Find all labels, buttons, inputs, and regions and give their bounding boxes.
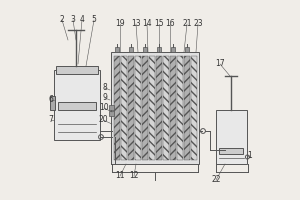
Bar	[216, 110, 247, 164]
Bar	[177, 56, 183, 160]
Bar	[121, 56, 127, 160]
Bar	[54, 70, 100, 140]
Bar	[128, 56, 134, 160]
Text: 10: 10	[99, 104, 109, 112]
Bar	[219, 148, 243, 154]
Text: 3: 3	[70, 16, 75, 24]
Bar	[185, 47, 189, 52]
Text: 9: 9	[103, 94, 107, 102]
Bar	[149, 56, 155, 160]
Bar	[191, 56, 197, 160]
Text: 21: 21	[182, 20, 192, 28]
Bar	[109, 111, 114, 116]
Text: 7: 7	[49, 116, 53, 124]
Bar	[109, 105, 114, 110]
Bar	[156, 56, 162, 160]
Bar	[129, 47, 133, 52]
Text: 19: 19	[115, 20, 125, 28]
Bar	[142, 56, 148, 160]
Text: 22: 22	[211, 176, 221, 184]
Bar	[184, 56, 190, 160]
Bar	[50, 96, 55, 110]
Bar	[58, 102, 96, 110]
Bar	[157, 47, 160, 52]
Text: 2: 2	[60, 16, 64, 24]
Bar	[114, 56, 120, 160]
Text: 4: 4	[80, 16, 84, 24]
Text: 8: 8	[103, 83, 107, 92]
Text: 23: 23	[193, 20, 203, 28]
Text: 17: 17	[215, 60, 225, 68]
Bar	[111, 52, 199, 164]
Text: 14: 14	[142, 20, 152, 28]
Text: 15: 15	[154, 20, 164, 28]
Text: 16: 16	[165, 20, 175, 28]
Bar	[135, 56, 141, 160]
Bar	[171, 47, 175, 52]
Bar	[170, 56, 176, 160]
Text: 5: 5	[92, 16, 96, 24]
Text: 20: 20	[98, 116, 108, 124]
Text: 13: 13	[131, 20, 141, 28]
Bar	[143, 47, 147, 52]
Text: 12: 12	[129, 171, 139, 180]
Bar	[115, 47, 119, 52]
Bar	[56, 66, 98, 74]
Text: 1: 1	[247, 152, 252, 160]
Text: 6: 6	[49, 96, 53, 104]
Text: 11: 11	[115, 171, 125, 180]
Bar	[163, 56, 169, 160]
